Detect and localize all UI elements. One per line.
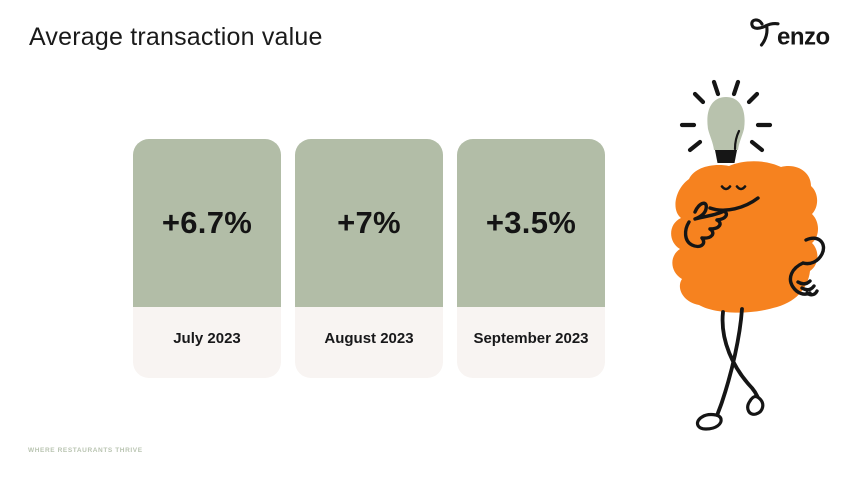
stat-label: August 2023 — [324, 330, 414, 347]
stat-card-value-panel: +6.7% — [133, 139, 281, 307]
character-hip-arm — [788, 236, 826, 297]
stat-label: September 2023 — [473, 330, 589, 347]
character-figure — [671, 161, 826, 431]
stat-value: +3.5% — [485, 205, 577, 240]
stat-card-label-panel: July 2023 — [133, 307, 281, 378]
tenzo-logo: enzo — [746, 16, 832, 55]
stat-label: July 2023 — [173, 330, 241, 347]
stat-cards: +6.7% July 2023 +7% August 2023 +3.5% Se… — [133, 139, 605, 378]
character-chin-line — [708, 196, 760, 212]
thinking-character-svg — [671, 79, 826, 431]
stat-card-label-panel: September 2023 — [457, 307, 605, 378]
stat-card-value-panel: +7% — [295, 139, 443, 307]
footer-tagline: WHERE RESTAURANTS THRIVE — [28, 447, 143, 454]
character-thinking-hand — [683, 201, 729, 249]
character-eyes — [720, 185, 747, 191]
stat-card-value-panel: +3.5% — [457, 139, 605, 307]
character-foot-right — [746, 394, 765, 416]
stat-value: +6.7% — [161, 205, 253, 240]
stat-card-label-panel: August 2023 — [295, 307, 443, 378]
character-body — [671, 161, 818, 313]
stat-value: +7% — [337, 205, 401, 240]
stat-card-september-2023: +3.5% September 2023 — [457, 139, 605, 378]
slide-title: Average transaction value — [29, 23, 323, 51]
character-foot-left — [695, 412, 723, 431]
tenzo-logo-icon: enzo — [750, 18, 830, 51]
stat-card-august-2023: +7% August 2023 — [295, 139, 443, 378]
thinking-character-illustration — [655, 72, 854, 447]
tenzo-logo-text: enzo — [777, 24, 830, 51]
stat-card-july-2023: +6.7% July 2023 — [133, 139, 281, 378]
lightbulb-icon — [679, 79, 773, 163]
